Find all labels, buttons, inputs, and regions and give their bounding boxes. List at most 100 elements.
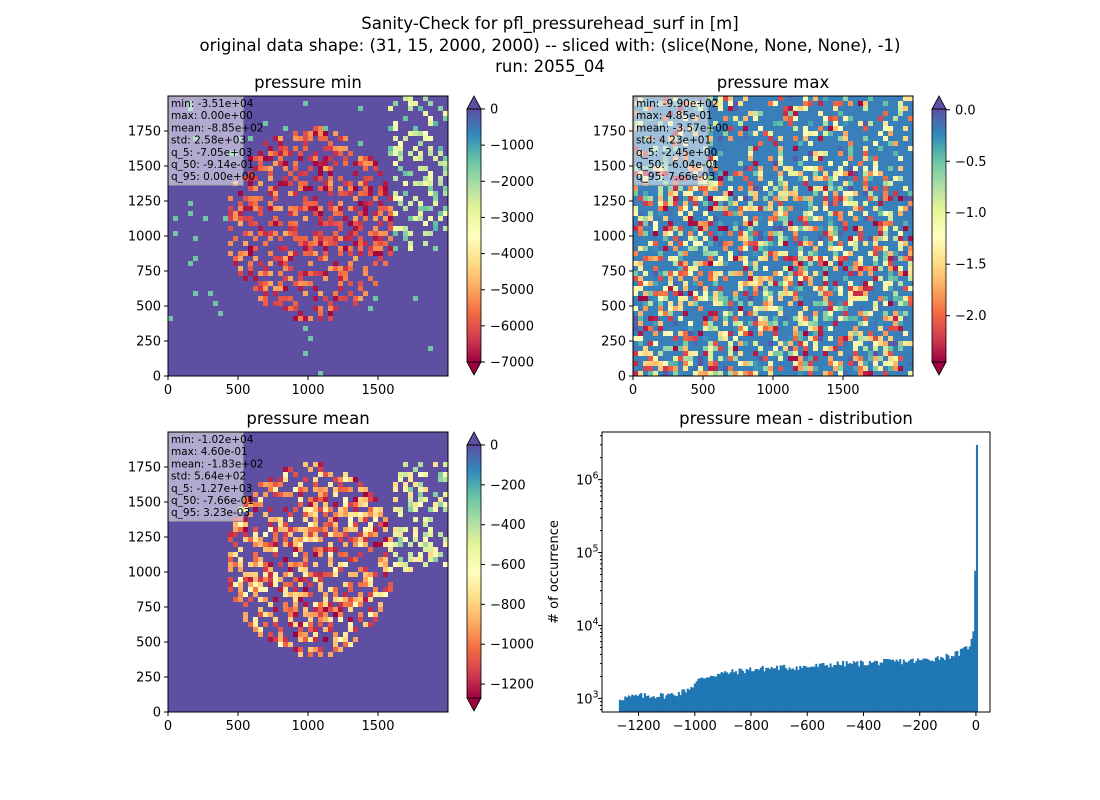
heatmap-cell <box>373 497 378 502</box>
heatmap-cell <box>373 216 378 221</box>
hist-bar <box>852 661 855 712</box>
heatmap-cell <box>713 311 718 316</box>
heatmap-cell <box>793 126 798 131</box>
heatmap-cell <box>823 336 828 341</box>
heatmap-cell <box>668 186 673 191</box>
heatmap-cell <box>783 166 788 171</box>
heatmap-cell <box>303 291 308 296</box>
heatmap-cell <box>648 341 653 346</box>
heatmap-cell <box>833 171 838 176</box>
heatmap-cell <box>348 236 353 241</box>
heatmap-cell <box>748 166 753 171</box>
hist-bar <box>652 696 655 712</box>
heatmap-cell <box>643 366 648 371</box>
heatmap-cell <box>293 622 298 627</box>
heatmap-cell <box>263 577 268 582</box>
hist-bar <box>792 668 795 712</box>
heatmap-cell <box>893 291 898 296</box>
heatmap-cell <box>423 241 428 246</box>
heatmap-cell <box>833 286 838 291</box>
x-tick-label: 500 <box>226 383 251 398</box>
heatmap-cell <box>368 231 373 236</box>
heatmap-cell <box>333 517 338 522</box>
heatmap-cell <box>678 331 683 336</box>
heatmap-cell <box>663 371 668 376</box>
heatmap-cell <box>778 151 783 156</box>
heatmap-cell <box>773 271 778 276</box>
heatmap-cell <box>788 346 793 351</box>
heatmap-cell <box>838 201 843 206</box>
heatmap-cell <box>253 542 258 547</box>
heatmap-cell <box>368 622 373 627</box>
heatmap-cell <box>653 281 658 286</box>
heatmap-cell <box>833 246 838 251</box>
heatmap-cell <box>343 552 348 557</box>
heatmap-cell <box>388 687 393 692</box>
heatmap-cell <box>713 196 718 201</box>
heatmap-cell <box>888 266 893 271</box>
heatmap-cell <box>298 181 303 186</box>
heatmap-cell <box>443 492 448 497</box>
heatmap-cell <box>708 341 713 346</box>
heatmap-cell <box>273 582 278 587</box>
heatmap-cell <box>293 462 298 467</box>
heatmap-cell <box>398 166 403 171</box>
heatmap-cell <box>833 226 838 231</box>
hist-bar <box>970 638 973 712</box>
heatmap-cell <box>903 136 908 141</box>
heatmap-cell <box>823 291 828 296</box>
heatmap-cell <box>313 296 318 301</box>
heatmap-cell <box>868 366 873 371</box>
heatmap-cell <box>293 166 298 171</box>
heatmap-cell <box>343 246 348 251</box>
heatmap-cell <box>388 622 393 627</box>
heatmap-cell <box>873 261 878 266</box>
hist-bar <box>634 694 638 712</box>
heatmap-cell <box>708 251 713 256</box>
heatmap-cell <box>353 527 358 532</box>
heatmap-cell <box>258 296 263 301</box>
heatmap-cell <box>858 296 863 301</box>
stats-box <box>168 96 244 186</box>
heatmap-cell <box>233 261 238 266</box>
heatmap-cell <box>238 266 243 271</box>
heatmap-cell <box>318 617 323 622</box>
hist-bar <box>893 661 896 712</box>
heatmap-cell <box>328 607 333 612</box>
heatmap-cell <box>188 211 193 216</box>
heatmap-cell <box>808 206 813 211</box>
heatmap-cell <box>338 246 343 251</box>
heatmap-cell <box>318 166 323 171</box>
hist-bar <box>679 695 682 712</box>
colorbar-tick-label: 0.0 <box>955 103 976 118</box>
heatmap-cell <box>313 632 318 637</box>
y-tick-label: 1500 <box>128 496 161 511</box>
heatmap-cell <box>813 156 818 161</box>
heatmap-cell <box>268 517 273 522</box>
heatmap-cell <box>773 331 778 336</box>
heatmap-cell <box>358 156 363 161</box>
heatmap-cell <box>338 221 343 226</box>
heatmap-cell <box>283 176 288 181</box>
heatmap-cell <box>443 156 448 161</box>
heatmap-cell <box>348 191 353 196</box>
hist-bar <box>670 692 673 712</box>
heatmap-cell <box>403 462 408 467</box>
heatmap-cell <box>638 226 643 231</box>
hist-bar <box>788 667 791 712</box>
heatmap-cell <box>873 141 878 146</box>
heatmap-cell <box>283 527 288 532</box>
heatmap-cell <box>853 191 858 196</box>
heatmap-cell <box>813 336 818 341</box>
heatmap-cell <box>873 236 878 241</box>
heatmap-cell <box>898 111 903 116</box>
heatmap-cell <box>338 442 343 447</box>
heatmap-cell <box>783 181 788 186</box>
heatmap-cell <box>313 211 318 216</box>
heatmap-cell <box>638 371 643 376</box>
y-tick-label: 1750 <box>128 125 161 140</box>
heatmap-cell <box>813 171 818 176</box>
heatmap-cell <box>848 201 853 206</box>
heatmap-cell <box>258 562 263 567</box>
